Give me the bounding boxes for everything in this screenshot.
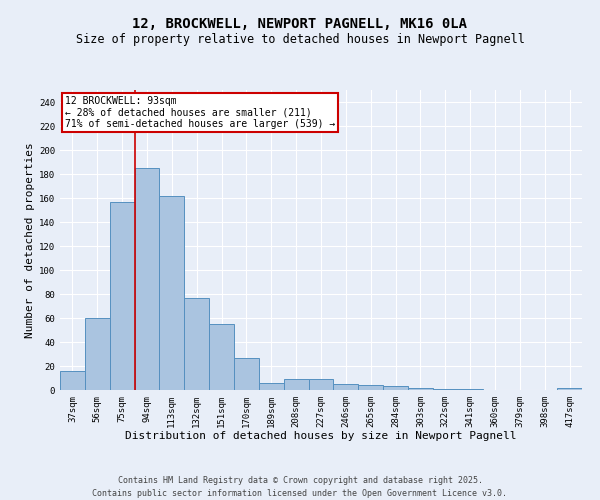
Text: 12, BROCKWELL, NEWPORT PAGNELL, MK16 0LA: 12, BROCKWELL, NEWPORT PAGNELL, MK16 0LA xyxy=(133,18,467,32)
Bar xyxy=(234,358,259,390)
Bar xyxy=(184,298,209,390)
Bar xyxy=(308,379,334,390)
Bar xyxy=(458,389,482,390)
Bar xyxy=(334,384,358,390)
Text: 12 BROCKWELL: 93sqm
← 28% of detached houses are smaller (211)
71% of semi-detac: 12 BROCKWELL: 93sqm ← 28% of detached ho… xyxy=(65,96,335,129)
Bar xyxy=(259,383,284,390)
Text: Size of property relative to detached houses in Newport Pagnell: Size of property relative to detached ho… xyxy=(76,32,524,46)
Bar xyxy=(284,379,308,390)
Bar xyxy=(557,388,582,390)
Text: Contains HM Land Registry data © Crown copyright and database right 2025.
Contai: Contains HM Land Registry data © Crown c… xyxy=(92,476,508,498)
Bar xyxy=(85,318,110,390)
Y-axis label: Number of detached properties: Number of detached properties xyxy=(25,142,35,338)
Bar xyxy=(408,388,433,390)
Bar xyxy=(160,196,184,390)
Bar xyxy=(110,202,134,390)
X-axis label: Distribution of detached houses by size in Newport Pagnell: Distribution of detached houses by size … xyxy=(125,432,517,442)
Bar xyxy=(60,371,85,390)
Bar xyxy=(383,386,408,390)
Bar xyxy=(358,385,383,390)
Bar xyxy=(134,168,160,390)
Bar xyxy=(433,389,458,390)
Bar xyxy=(209,324,234,390)
